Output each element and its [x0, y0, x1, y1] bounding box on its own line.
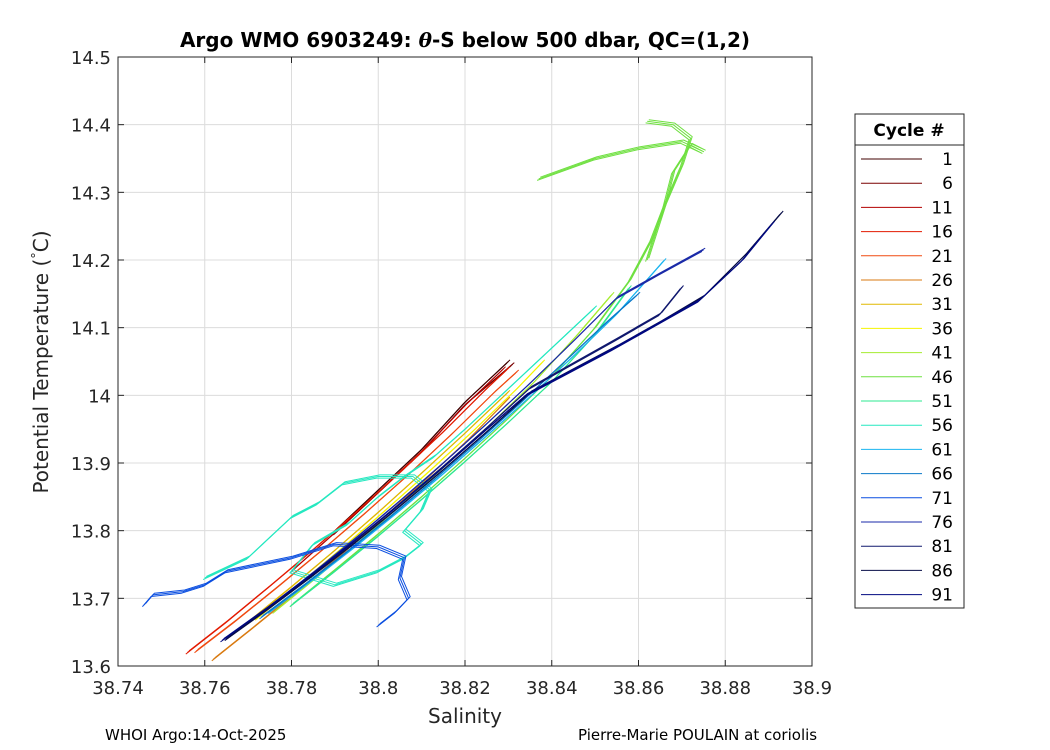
y-axis-label: Potential Temperature (°C) — [29, 230, 53, 493]
legend-label-cycle-31: 31 — [931, 295, 953, 315]
footer-right-credit: Pierre-Marie POULAIN at coriolis — [578, 726, 818, 744]
legend: Cycle # 16111621263136414651566166717681… — [854, 113, 965, 609]
footer-left-credit: WHOI Argo:14-Oct-2025 — [105, 726, 287, 744]
series-line-cycle-46b — [648, 119, 693, 259]
series-line-cycle-46 — [291, 141, 705, 606]
legend-label-cycle-81: 81 — [931, 537, 953, 557]
series-line-cycle-46b — [645, 122, 690, 262]
series-line-cycle-86 — [227, 210, 784, 638]
series-line-cycle-71 — [143, 543, 410, 626]
x-tick-label: 38.9 — [792, 678, 832, 699]
y-tick-label: 13.9 — [71, 454, 111, 475]
legend-label-cycle-66: 66 — [931, 465, 953, 485]
x-tick-label: 38.78 — [266, 678, 318, 699]
y-tick-label: 14.1 — [71, 319, 111, 340]
legend-label-cycle-1: 1 — [942, 150, 953, 170]
data-series — [142, 119, 784, 662]
x-tick-label: 38.82 — [439, 678, 491, 699]
legend-label-cycle-51: 51 — [931, 392, 953, 412]
x-axis-label: Salinity — [428, 704, 502, 728]
y-tick-label: 14 — [88, 386, 111, 407]
y-tick-label: 13.6 — [71, 657, 111, 678]
series-line-cycle-26 — [213, 398, 509, 660]
x-tick-label: 38.84 — [526, 678, 578, 699]
y-tick-label: 14.3 — [71, 183, 111, 204]
legend-label-cycle-41: 41 — [931, 344, 953, 364]
legend-label-cycle-16: 16 — [931, 223, 953, 243]
legend-label-cycle-21: 21 — [931, 247, 953, 267]
series-line-cycle-46 — [289, 142, 703, 608]
y-axis-label-main: Potential Temperature ( — [29, 259, 53, 494]
title-prefix: Argo WMO 6903249: — [180, 28, 419, 52]
series-line-cycle-71 — [142, 545, 408, 628]
x-tick-label: 38.76 — [179, 678, 231, 699]
y-tick-label: 13.7 — [71, 589, 111, 610]
series-line-cycle-46b — [646, 120, 692, 261]
series-line-cycle-16 — [188, 366, 511, 652]
legend-label-cycle-91: 91 — [931, 586, 953, 606]
legend-label-cycle-61: 61 — [931, 440, 953, 460]
legend-box — [854, 113, 965, 609]
series-line-cycle-46 — [292, 139, 706, 604]
title-theta: θ — [419, 28, 433, 52]
legend-label-cycle-6: 6 — [942, 174, 953, 194]
series-line-cycle-66 — [262, 291, 641, 617]
y-axis-ticks: 13.6 13.7 13.8 13.9 14 14.1 14.2 14.3 14.4 14.5 — [71, 48, 812, 678]
x-tick-label: 38.8 — [358, 678, 398, 699]
series-line-cycle-71 — [145, 542, 411, 625]
chart-title: Argo WMO 6903249: θ-S below 500 dbar, QC… — [180, 28, 750, 52]
series-line-cycle-21 — [197, 369, 520, 650]
legend-title: Cycle # — [873, 121, 944, 141]
grid-lines — [117, 56, 813, 667]
y-tick-label: 13.8 — [71, 522, 111, 543]
y-tick-label: 14.4 — [71, 116, 111, 137]
series-line-cycle-31 — [246, 393, 508, 624]
x-tick-label: 38.88 — [699, 678, 751, 699]
x-tick-label: 38.86 — [613, 678, 665, 699]
legend-label-cycle-11: 11 — [931, 198, 953, 218]
series-line-cycle-56 — [206, 305, 598, 584]
x-tick-label: 38.74 — [92, 678, 144, 699]
series-line-cycle-1 — [336, 359, 511, 530]
series-line-cycle-91 — [223, 220, 775, 640]
series-line-cycle-31 — [249, 389, 511, 621]
x-axis-ticks: 38.74 38.76 38.78 38.8 38.82 38.84 38.86 38.88 3… — [92, 57, 832, 699]
legend-label-cycle-71: 71 — [931, 489, 953, 509]
legend-label-cycle-26: 26 — [931, 271, 953, 291]
legend-label-cycle-76: 76 — [931, 513, 953, 533]
y-tick-label: 14.2 — [71, 251, 111, 272]
title-suffix: -S below 500 dbar, QC=(1,2) — [432, 28, 750, 52]
series-line-cycle-11 — [292, 366, 506, 571]
legend-label-cycle-56: 56 — [931, 416, 953, 436]
y-axis-label-degree: ° — [30, 252, 45, 259]
legend-label-cycle-46: 46 — [931, 368, 953, 388]
y-tick-label: 14.5 — [71, 48, 111, 69]
legend-label-cycle-86: 86 — [931, 561, 953, 581]
y-axis-label-unit: C) — [29, 230, 53, 252]
legend-label-cycle-36: 36 — [931, 319, 953, 339]
series-line-cycle-61 — [271, 258, 667, 611]
series-line-cycle-51 — [292, 285, 632, 604]
